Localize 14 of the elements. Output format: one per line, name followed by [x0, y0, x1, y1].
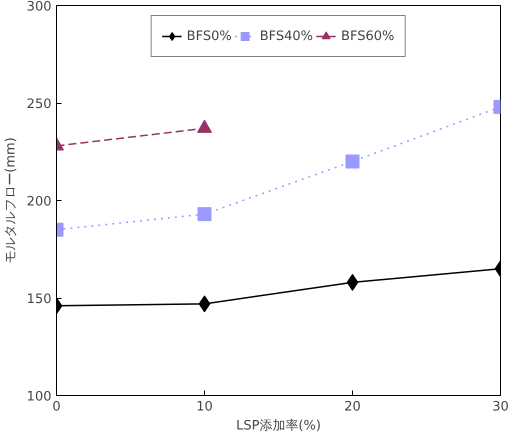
x-tick-label: 20 — [344, 400, 361, 414]
x-axis-title: LSP添加率(%) — [236, 418, 321, 434]
y-axis-title: モルタルフロー(mm) — [4, 137, 19, 264]
x-tick-label: 10 — [196, 400, 213, 414]
legend-label: BFS40% — [260, 28, 314, 44]
y-tick-label: 150 — [26, 292, 52, 307]
x-tick-label: 30 — [492, 400, 509, 414]
legend-label: BFS0% — [186, 28, 232, 44]
x-tick-label: 0 — [52, 400, 61, 414]
legend-label: BFS60% — [341, 28, 394, 44]
y-tick-label: 100 — [26, 390, 52, 404]
y-tick-label: 200 — [26, 194, 52, 210]
y-tick-label: 300 — [26, 0, 52, 14]
y-tick-label: 250 — [26, 97, 52, 112]
